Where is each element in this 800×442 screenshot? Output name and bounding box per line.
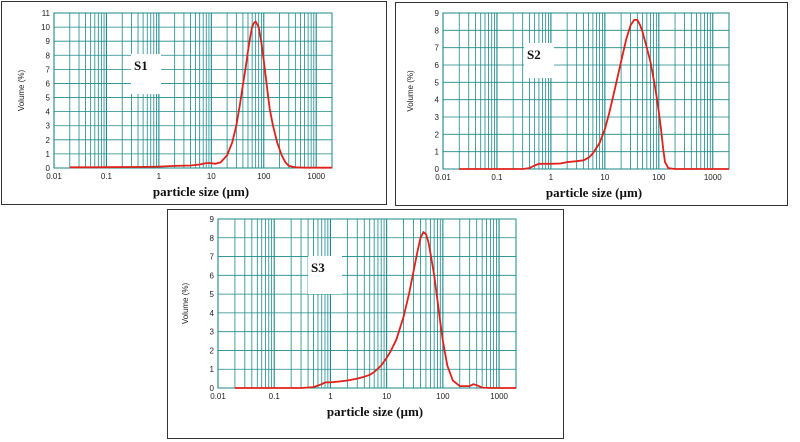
sample-tag: S3 [311,260,325,275]
sample-tag-box [131,54,161,94]
x-tick-label: 0.01 [46,172,62,181]
y-tick-label: 7 [210,253,215,262]
y-tick-label: 6 [435,61,440,70]
x-tick-label: 100 [436,392,450,401]
y-tick-label: 4 [435,96,440,105]
plot-frame [217,218,517,389]
x-axis-label: particle size (µm) [546,185,642,200]
grid [442,12,730,170]
y-tick-label: 4 [210,309,215,318]
y-tick-label: 5 [46,94,51,103]
y-tick-label: 1 [46,150,51,159]
series-line [459,18,729,170]
y-tick-label: 2 [46,136,51,145]
plot-frame [442,12,730,170]
grid [53,12,333,169]
y-tick-label: 7 [435,44,440,53]
y-tick-label: 8 [46,51,51,60]
chart-svg-s2: S2 0 1 2 3 4 5 6 7 8 9 0.01 0.1 1 10 100 1000 Volume (%) p… [406,9,730,200]
x-tick-label: 1000 [490,392,508,401]
sample-tag-box [308,256,342,294]
x-tick-label: 100 [257,172,271,181]
plot-frame [53,12,333,169]
y-axis-label: Volume (%) [17,69,26,111]
x-axis-label: particle size (µm) [153,184,249,199]
y-tick-label: 11 [42,9,51,18]
chart-panel-s1: S1 0 1 2 3 4 5 6 7 8 9 10 11 0.01 0.1 1 10 100 1000 Volume … [1,1,387,205]
x-tick-label: 10 [207,172,216,181]
y-tick-label: 0 [435,165,440,174]
y-axis-label: Volume (%) [406,70,415,112]
y-tick-label: 9 [210,215,215,224]
y-axis-label: Volume (%) [181,282,190,324]
chart-panel-s3: S3 0 1 2 3 4 5 6 7 8 9 0.01 0.1 1 10 100 1000 Volume (%) p… [167,209,564,439]
y-tick-label: 8 [435,26,440,35]
y-tick-label: 6 [210,271,215,280]
chart-panel-s2: S2 0 1 2 3 4 5 6 7 8 9 0.01 0.1 1 10 100 1000 Volume (%) p… [395,2,788,206]
y-tick-label: 4 [46,108,51,117]
sample-tag-box [524,43,554,78]
x-tick-label: 0.01 [210,392,226,401]
y-tick-label: 5 [435,78,440,87]
y-tick-label: 3 [435,113,440,122]
x-tick-label: 1 [328,392,333,401]
sample-tag: S2 [527,47,541,62]
y-tick-label: 10 [41,23,50,32]
x-tick-label: 1000 [704,173,722,182]
y-tick-label: 3 [46,122,51,131]
chart-svg-s1: S1 0 1 2 3 4 5 6 7 8 9 10 11 0.01 0.1 1 10 100 1000 Volume … [17,9,333,199]
y-tick-label: 0 [46,164,51,173]
series-line [69,20,332,169]
x-tick-label: 1 [549,173,554,182]
grid [217,218,517,389]
y-tick-label: 3 [210,328,215,337]
x-tick-label: 100 [652,173,666,182]
y-tick-label: 8 [210,234,215,243]
y-tick-label: 2 [210,346,215,355]
y-tick-label: 6 [46,79,51,88]
y-tick-label: 1 [210,365,215,374]
x-tick-label: 10 [382,392,391,401]
x-tick-label: 10 [600,173,609,182]
sample-tag: S1 [134,58,148,73]
y-tick-label: 0 [210,384,215,393]
x-tick-label: 1 [157,172,162,181]
y-tick-label: 7 [46,65,51,74]
y-tick-label: 9 [435,9,440,18]
chart-svg-s3: S3 0 1 2 3 4 5 6 7 8 9 0.01 0.1 1 10 100 1000 Volume (%) p… [181,215,517,419]
y-tick-label: 2 [435,130,440,139]
x-tick-label: 1000 [307,172,325,181]
x-tick-label: 0.01 [435,173,451,182]
y-tick-label: 9 [46,37,51,46]
y-tick-label: 5 [210,290,215,299]
x-axis-label: particle size (µm) [327,404,423,419]
y-tick-label: 1 [435,148,440,157]
x-tick-label: 0.1 [101,172,113,181]
x-tick-label: 0.1 [269,392,281,401]
x-tick-label: 0.1 [491,173,503,182]
series-line [234,231,516,389]
